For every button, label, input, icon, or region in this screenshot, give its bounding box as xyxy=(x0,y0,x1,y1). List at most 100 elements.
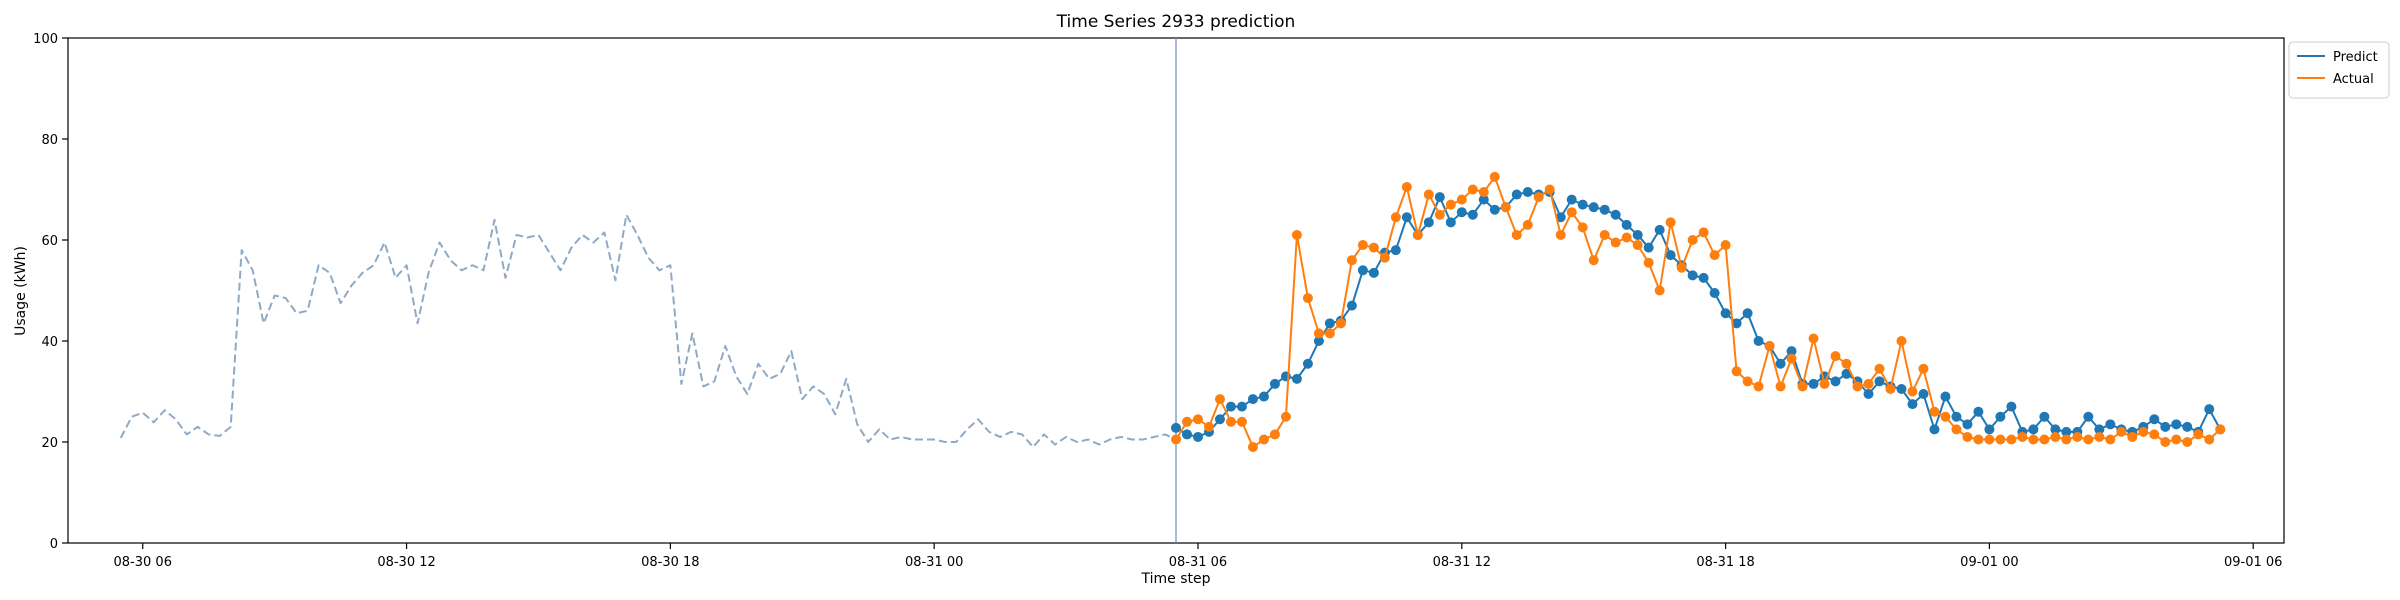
x-tick-label: 08-30 18 xyxy=(641,555,699,570)
data-point-actual xyxy=(1302,293,1313,304)
data-point-actual xyxy=(1434,209,1445,220)
data-point-actual xyxy=(1412,229,1423,240)
data-point-predict xyxy=(1423,217,1434,228)
data-point-actual xyxy=(1632,240,1643,251)
data-point-predict xyxy=(1324,318,1335,329)
data-point-actual xyxy=(1984,434,1995,445)
series-history xyxy=(119,213,1199,449)
data-point-predict xyxy=(2061,426,2072,437)
data-point-predict xyxy=(1918,389,1929,400)
data-point-predict xyxy=(2039,411,2050,422)
data-point-actual xyxy=(2193,429,2204,440)
data-point-predict xyxy=(1236,401,1247,412)
data-point-predict xyxy=(1775,358,1786,369)
x-tick-label: 09-01 00 xyxy=(1960,555,2018,570)
x-tick-label: 08-31 18 xyxy=(1696,555,1754,570)
data-point-actual xyxy=(1951,424,1962,435)
data-point-predict xyxy=(1742,308,1753,319)
data-point-actual xyxy=(1852,381,1863,392)
data-point-actual xyxy=(1401,181,1412,192)
series-predict xyxy=(1171,187,2226,442)
x-tick-label: 08-31 06 xyxy=(1169,555,1227,570)
data-point-actual xyxy=(1291,229,1302,240)
y-axis-label: Usage (kWh) xyxy=(13,246,29,336)
data-point-actual xyxy=(1214,394,1225,405)
data-point-actual xyxy=(1280,411,1291,422)
data-point-actual xyxy=(1192,414,1203,425)
data-point-actual xyxy=(1643,257,1654,268)
data-point-predict xyxy=(2204,404,2215,415)
data-point-actual xyxy=(1368,242,1379,253)
data-point-actual xyxy=(1775,381,1786,392)
data-point-predict xyxy=(1896,383,1907,394)
data-point-predict xyxy=(1445,217,1456,228)
data-point-predict xyxy=(1698,272,1709,283)
data-point-actual xyxy=(1841,358,1852,369)
data-point-actual xyxy=(1907,386,1918,397)
data-point-predict xyxy=(1808,378,1819,389)
data-point-actual xyxy=(1885,383,1896,394)
data-point-predict xyxy=(2050,424,2061,435)
data-point-predict xyxy=(1720,308,1731,319)
data-point-predict xyxy=(1390,245,1401,256)
data-point-predict xyxy=(1522,187,1533,198)
data-point-actual xyxy=(1500,202,1511,213)
data-point-actual xyxy=(1995,434,2006,445)
data-point-actual xyxy=(1764,341,1775,352)
data-point-actual xyxy=(1258,434,1269,445)
x-tick-label: 09-01 06 xyxy=(2224,555,2282,570)
data-point-actual xyxy=(2094,431,2105,442)
x-axis-label: Time step xyxy=(1141,571,1211,587)
data-point-predict xyxy=(1665,250,1676,261)
data-point-actual xyxy=(1797,381,1808,392)
data-point-predict xyxy=(1929,424,1940,435)
y-tick-label: 80 xyxy=(41,133,58,148)
data-point-actual xyxy=(2215,424,2226,435)
data-point-actual xyxy=(1742,376,1753,387)
data-point-actual xyxy=(1621,232,1632,243)
data-point-actual xyxy=(2182,437,2193,447)
data-point-predict xyxy=(1225,401,1236,412)
data-point-predict xyxy=(1577,199,1588,210)
series-actual xyxy=(1171,171,2226,453)
data-point-actual xyxy=(2116,426,2127,437)
data-point-actual xyxy=(1698,227,1709,238)
data-point-actual xyxy=(1335,318,1346,329)
data-point-predict xyxy=(1841,368,1852,379)
data-point-actual xyxy=(1665,217,1676,228)
data-point-actual xyxy=(1874,363,1885,374)
data-point-predict xyxy=(1214,414,1225,425)
data-point-actual xyxy=(2039,434,2050,445)
data-point-actual xyxy=(1610,237,1621,248)
data-point-actual xyxy=(1830,351,1841,362)
data-point-predict xyxy=(1610,209,1621,220)
data-point-predict xyxy=(1566,194,1577,205)
data-point-predict xyxy=(1511,189,1522,200)
data-point-predict xyxy=(1302,358,1313,369)
data-point-actual xyxy=(1379,252,1390,263)
data-point-predict xyxy=(1269,378,1280,389)
data-point-actual xyxy=(2138,426,2149,437)
data-point-predict xyxy=(2171,419,2182,430)
data-point-actual xyxy=(1753,381,1764,392)
data-point-actual xyxy=(1390,212,1401,223)
data-point-actual xyxy=(2105,434,2116,445)
data-point-predict xyxy=(1731,318,1742,329)
data-point-actual xyxy=(1181,416,1192,427)
data-point-predict xyxy=(2105,419,2116,430)
y-tick-label: 100 xyxy=(33,32,58,47)
legend-label-actual: Actual xyxy=(2333,72,2374,87)
data-point-predict xyxy=(1709,288,1720,299)
y-tick-label: 0 xyxy=(50,537,58,552)
chart-title: Time Series 2933 prediction xyxy=(1056,12,1296,32)
data-point-predict xyxy=(2028,424,2039,435)
data-point-actual xyxy=(1423,189,1434,200)
data-point-predict xyxy=(1489,204,1500,215)
data-point-actual xyxy=(2160,437,2171,447)
data-point-predict xyxy=(1192,431,1203,442)
data-point-actual xyxy=(1566,207,1577,218)
data-point-actual xyxy=(1324,328,1335,339)
legend-label-predict: Predict xyxy=(2333,50,2378,65)
data-point-actual xyxy=(1478,187,1489,198)
